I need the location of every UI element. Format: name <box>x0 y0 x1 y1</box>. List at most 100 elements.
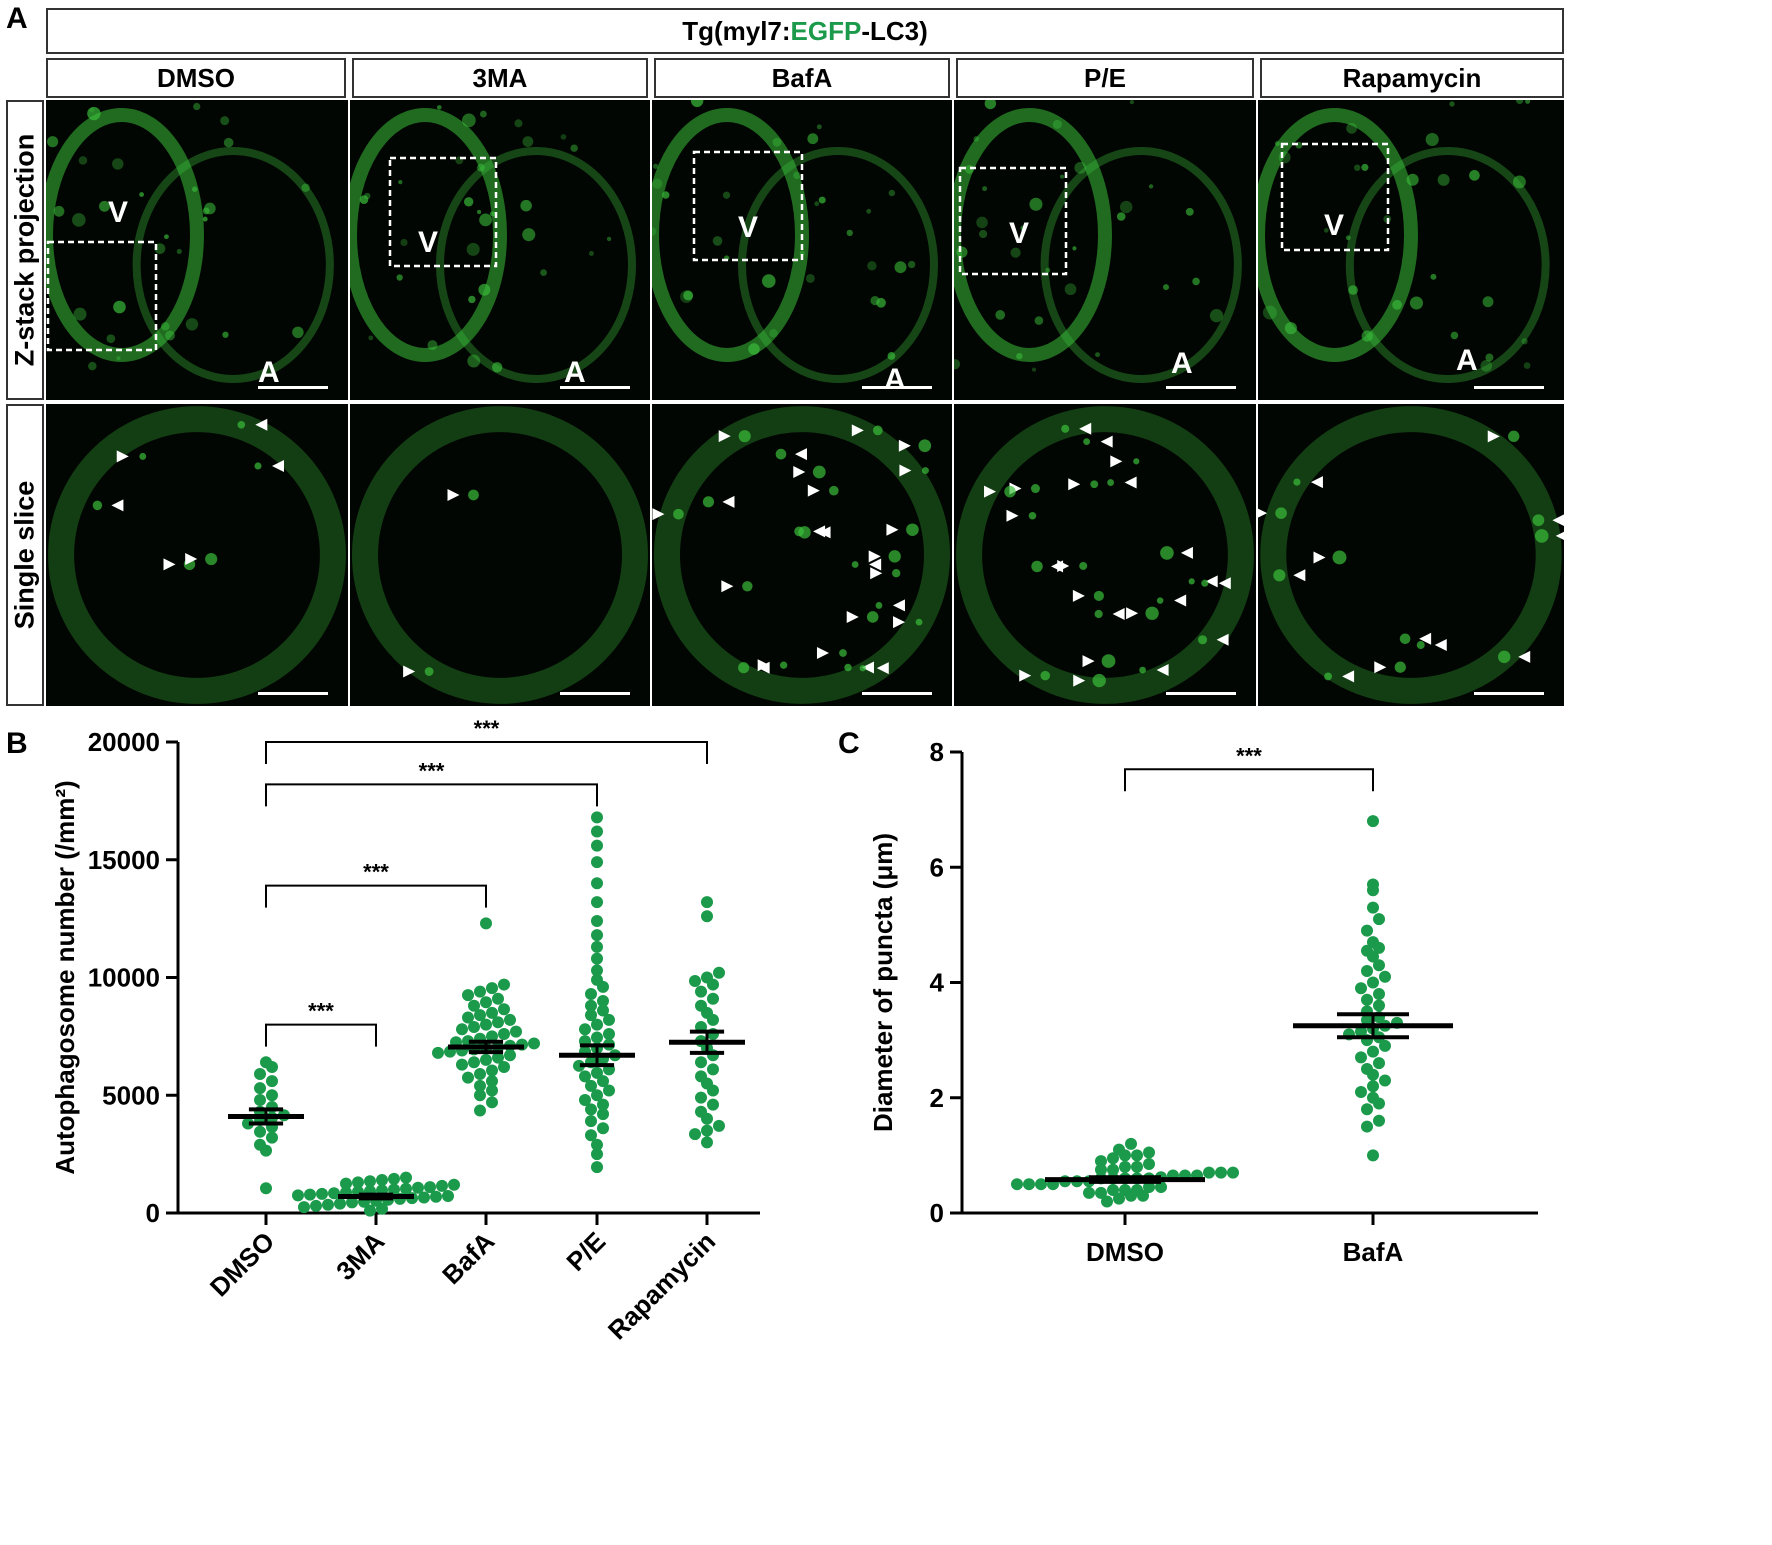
data-point <box>492 1016 504 1029</box>
data-point <box>591 1018 603 1031</box>
data-point <box>1343 1028 1355 1041</box>
x-tick-label: P/E <box>560 1226 611 1277</box>
data-point <box>1361 1062 1373 1075</box>
data-point <box>1095 1163 1107 1176</box>
data-point <box>591 940 603 953</box>
data-point <box>689 1128 701 1141</box>
data-point <box>486 1084 498 1097</box>
significance-bracket <box>1124 768 1374 792</box>
data-point <box>701 896 713 909</box>
data-point <box>591 825 603 838</box>
data-point <box>695 1091 707 1104</box>
data-point <box>1131 1160 1143 1173</box>
data-point <box>707 1013 719 1026</box>
data-point <box>591 964 603 977</box>
data-point <box>1355 1025 1367 1038</box>
data-point <box>1179 1169 1191 1182</box>
data-point <box>322 1198 334 1211</box>
data-point <box>376 1184 388 1197</box>
data-point <box>1119 1183 1131 1196</box>
data-point <box>597 1098 609 1111</box>
data-point <box>701 1006 713 1019</box>
data-point <box>1373 959 1385 972</box>
data-point <box>1361 964 1373 977</box>
data-point <box>1361 1034 1373 1047</box>
svg-text:A: A <box>884 363 906 396</box>
data-point <box>254 1082 266 1095</box>
data-point <box>504 1039 516 1052</box>
data-point <box>266 1111 278 1124</box>
single-slice-image-dmso <box>46 404 348 706</box>
data-point <box>1367 1045 1379 1058</box>
data-point <box>609 1049 621 1062</box>
data-point <box>400 1171 412 1184</box>
y-tick-label: 5000 <box>102 1080 160 1110</box>
data-point <box>597 1075 609 1088</box>
data-point <box>376 1174 388 1187</box>
data-point <box>603 1038 615 1051</box>
significance-bracket <box>265 884 487 908</box>
data-point <box>260 1144 272 1157</box>
data-point <box>474 1032 486 1045</box>
data-point <box>1035 1178 1047 1191</box>
data-point <box>597 995 609 1008</box>
data-point <box>585 1009 597 1022</box>
data-point <box>468 1043 480 1056</box>
data-point <box>334 1197 346 1210</box>
data-point <box>1367 1091 1379 1104</box>
data-point <box>1367 950 1379 963</box>
single-slice-image-pe <box>954 404 1256 706</box>
data-point <box>474 1089 486 1102</box>
data-point <box>266 1060 278 1073</box>
data-point <box>1107 1152 1119 1165</box>
y-tick-label: 0 <box>930 1198 944 1228</box>
data-point <box>1373 1114 1385 1127</box>
data-point <box>603 1063 615 1076</box>
data-point <box>689 975 701 988</box>
data-point <box>382 1193 394 1206</box>
data-point <box>266 1121 278 1134</box>
data-point <box>516 1038 528 1051</box>
data-point <box>591 1148 603 1161</box>
data-point <box>591 839 603 852</box>
data-point <box>713 1119 725 1132</box>
data-point <box>707 1084 719 1097</box>
data-point <box>1215 1166 1227 1179</box>
single-slice-image-rapamycin <box>1258 404 1564 706</box>
data-point <box>1367 976 1379 989</box>
data-point <box>695 1035 707 1048</box>
data-point <box>597 1004 609 1017</box>
data-point <box>1373 1031 1385 1044</box>
data-point <box>1119 1160 1131 1173</box>
data-point <box>1107 1183 1119 1196</box>
condition-header-bafa: BafA <box>654 58 950 98</box>
data-point <box>1107 1172 1119 1185</box>
title-pre: Tg(myl7: <box>682 15 791 46</box>
data-point <box>591 1066 603 1079</box>
data-point <box>1167 1169 1179 1182</box>
y-tick-label: 8 <box>930 737 944 767</box>
data-point <box>1367 878 1379 891</box>
data-point <box>412 1181 424 1194</box>
data-point <box>1119 1149 1131 1162</box>
data-point <box>254 1138 266 1151</box>
x-tick-label: BafA <box>1343 1237 1404 1267</box>
y-tick-label: 15000 <box>88 845 160 875</box>
single-slice-image-bafa <box>652 404 952 706</box>
data-point <box>1373 988 1385 1001</box>
data-point <box>1095 1172 1107 1185</box>
y-tick-label: 10000 <box>88 963 160 993</box>
data-point <box>1373 941 1385 954</box>
data-point <box>462 1035 474 1048</box>
single-slice-image-3ma <box>350 404 650 706</box>
data-point <box>1143 1181 1155 1194</box>
data-point <box>695 1056 707 1069</box>
data-point <box>579 1035 591 1048</box>
x-tick-label: Rapamycin <box>602 1226 721 1345</box>
data-point <box>579 1093 591 1106</box>
data-point <box>707 1098 719 1111</box>
condition-header-3ma: 3MA <box>352 58 648 98</box>
data-point <box>1367 936 1379 949</box>
y-axis-label-c: Diameter of puncta (μm) <box>868 833 898 1132</box>
